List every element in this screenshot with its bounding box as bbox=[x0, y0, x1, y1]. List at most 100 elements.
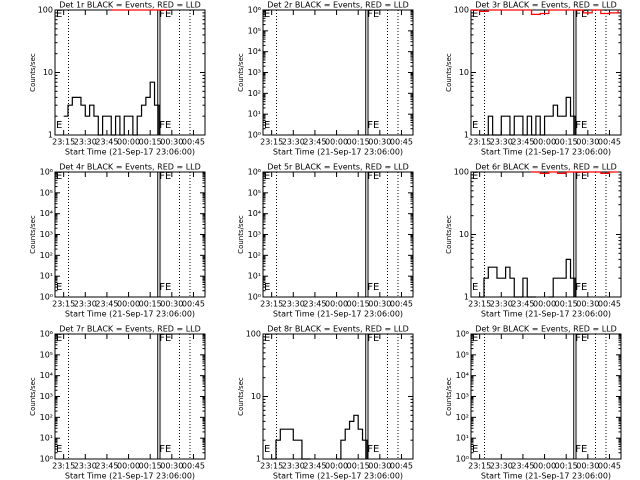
y-tick-label: 10⁵ bbox=[456, 350, 469, 359]
x-axis-label: Start Time (21-Sep-17 23:06:00) bbox=[273, 148, 403, 157]
annotation: FE bbox=[367, 171, 379, 182]
y-tick-label: 10¹ bbox=[40, 434, 53, 443]
x-tick-label: 23:15 bbox=[468, 138, 491, 147]
annotation: E bbox=[264, 120, 270, 131]
y-axis-label: Counts/sec bbox=[237, 53, 245, 92]
y-tick-label: 10 bbox=[43, 68, 53, 77]
x-tick-label: 00:15 bbox=[347, 138, 370, 147]
x-tick-label: 23:30 bbox=[490, 300, 513, 309]
annotation: FE bbox=[159, 282, 171, 293]
annotation: E bbox=[56, 333, 62, 344]
x-tick-label: 23:15 bbox=[468, 300, 491, 309]
x-tick-label: 23:15 bbox=[468, 462, 491, 471]
x-tick-label: 00:00 bbox=[117, 138, 140, 147]
series-line bbox=[479, 258, 576, 298]
annotation: E bbox=[472, 444, 478, 455]
y-tick-label: 10⁴ bbox=[248, 47, 261, 56]
annotation: FE bbox=[367, 444, 379, 455]
x-tick-label: 00:15 bbox=[139, 138, 162, 147]
x-tick-label: 23:45 bbox=[511, 462, 534, 471]
y-tick-label: 10² bbox=[248, 89, 261, 98]
x-tick-label: 00:45 bbox=[598, 462, 621, 471]
x-tick-label: 00:15 bbox=[139, 462, 162, 471]
x-tick-label: 23:30 bbox=[74, 138, 97, 147]
y-tick-label: 10 bbox=[459, 68, 469, 77]
x-tick-label: 00:15 bbox=[347, 462, 370, 471]
y-tick-label: 10⁰ bbox=[40, 455, 53, 464]
x-tick-label: 00:45 bbox=[182, 138, 205, 147]
chart-title: Det 3r BLACK = Events, RED = LLD bbox=[475, 1, 617, 10]
annotation: E bbox=[472, 171, 478, 182]
x-axis-label: Start Time (21-Sep-17 23:06:00) bbox=[65, 472, 195, 480]
annotation: FE bbox=[575, 282, 587, 293]
x-axis-label: Start Time (21-Sep-17 23:06:00) bbox=[481, 148, 611, 157]
x-tick-label: 00:00 bbox=[117, 300, 140, 309]
x-tick-label: 00:15 bbox=[555, 462, 578, 471]
annotation: E bbox=[472, 282, 478, 293]
y-tick-label: 10⁵ bbox=[40, 188, 53, 197]
y-tick-label: 10¹ bbox=[248, 272, 261, 281]
x-tick-label: 23:45 bbox=[95, 138, 118, 147]
y-tick-label: 10⁴ bbox=[248, 209, 261, 218]
x-tick-label: 00:15 bbox=[555, 138, 578, 147]
annotation: FE bbox=[159, 9, 171, 20]
y-tick-label: 10⁰ bbox=[248, 293, 261, 302]
annotation: FE bbox=[575, 171, 587, 182]
x-tick-label: 00:30 bbox=[576, 462, 599, 471]
y-tick-label: 100 bbox=[246, 330, 261, 339]
y-axis-label: Counts/sec bbox=[29, 377, 37, 416]
x-tick-label: 00:15 bbox=[347, 300, 370, 309]
x-tick-label: 00:00 bbox=[533, 462, 556, 471]
annotation: E bbox=[264, 282, 270, 293]
x-tick-label: 23:15 bbox=[260, 462, 283, 471]
annotation: FE bbox=[367, 120, 379, 131]
x-tick-label: 23:30 bbox=[282, 462, 305, 471]
annotation: E bbox=[56, 120, 62, 131]
x-axis-label: Start Time (21-Sep-17 23:06:00) bbox=[65, 310, 195, 319]
series-line bbox=[531, 171, 619, 174]
x-tick-label: 00:15 bbox=[139, 300, 162, 309]
series-line bbox=[63, 81, 160, 136]
x-tick-label: 23:30 bbox=[74, 462, 97, 471]
annotation: E bbox=[264, 333, 270, 344]
annotation: E bbox=[264, 9, 270, 20]
x-tick-label: 23:45 bbox=[511, 138, 534, 147]
x-tick-label: 23:15 bbox=[52, 462, 75, 471]
y-tick-label: 10⁰ bbox=[40, 293, 53, 302]
x-tick-label: 23:30 bbox=[282, 138, 305, 147]
chart-title: Det 4r BLACK = Events, RED = LLD bbox=[59, 163, 201, 172]
annotation: E bbox=[56, 9, 62, 20]
annotation: E bbox=[472, 9, 478, 20]
series-line bbox=[271, 414, 368, 460]
annotation: FE bbox=[575, 333, 587, 344]
x-tick-label: 00:45 bbox=[598, 300, 621, 309]
chart-title: Det 5r BLACK = Events, RED = LLD bbox=[267, 163, 409, 172]
x-tick-label: 00:00 bbox=[533, 300, 556, 309]
y-tick-label: 10² bbox=[456, 413, 469, 422]
y-axis-label: Counts/sec bbox=[237, 215, 245, 254]
annotation: FE bbox=[367, 333, 379, 344]
y-tick-label: 10⁴ bbox=[40, 371, 53, 380]
y-tick-label: 10⁵ bbox=[40, 350, 53, 359]
x-tick-label: 00:00 bbox=[325, 462, 348, 471]
y-tick-label: 10 bbox=[459, 230, 469, 239]
x-tick-label: 23:15 bbox=[260, 138, 283, 147]
y-tick-label: 1 bbox=[48, 131, 53, 140]
x-tick-label: 23:15 bbox=[52, 300, 75, 309]
x-tick-label: 23:15 bbox=[260, 300, 283, 309]
annotation: FE bbox=[575, 120, 587, 131]
x-tick-label: 23:15 bbox=[52, 138, 75, 147]
x-tick-label: 00:45 bbox=[182, 300, 205, 309]
y-tick-label: 10 bbox=[251, 392, 261, 401]
y-tick-label: 1 bbox=[256, 455, 261, 464]
y-tick-label: 10⁶ bbox=[248, 168, 261, 177]
y-tick-label: 10³ bbox=[40, 230, 53, 239]
x-axis-label: Start Time (21-Sep-17 23:06:00) bbox=[481, 472, 611, 480]
x-tick-label: 23:30 bbox=[282, 300, 305, 309]
chart-title: Det 6r BLACK = Events, RED = LLD bbox=[475, 163, 617, 172]
annotation: E bbox=[264, 171, 270, 182]
x-tick-label: 23:45 bbox=[511, 300, 534, 309]
annotation: E bbox=[56, 282, 62, 293]
